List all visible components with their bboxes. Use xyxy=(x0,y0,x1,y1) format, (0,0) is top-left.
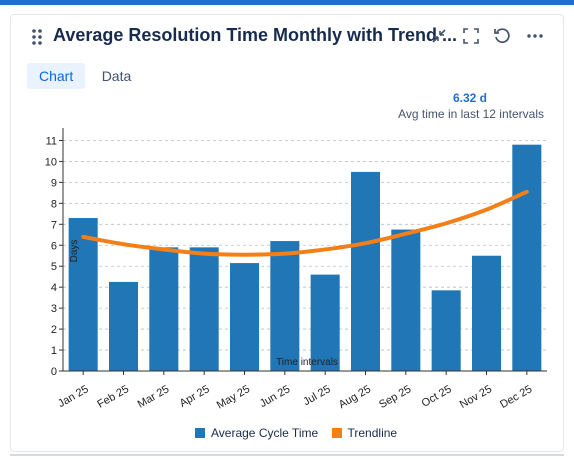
legend-swatch-trendline xyxy=(331,428,342,438)
bottom-divider xyxy=(10,454,564,456)
summary-value: 6.32 d xyxy=(452,91,487,105)
card-title: Average Resolution Time Monthly with Tre… xyxy=(53,25,458,45)
x-tick-label: May 25 xyxy=(215,383,252,411)
y-tick-label: 1 xyxy=(51,345,57,357)
tab-data[interactable]: Data xyxy=(101,68,132,84)
chart-legend: Average Cycle Time Trendline xyxy=(195,426,407,442)
bar[interactable] xyxy=(108,281,139,371)
bar[interactable] xyxy=(68,218,98,371)
refresh-icon[interactable] xyxy=(492,26,512,46)
x-tick-label: Jul 25 xyxy=(301,383,332,408)
y-tick-label: 2 xyxy=(51,324,57,336)
drag-handle-icon[interactable] xyxy=(31,28,43,46)
x-axis-title: Time intervals xyxy=(276,357,338,368)
bar[interactable] xyxy=(270,241,300,371)
x-tick-label: Jun 25 xyxy=(258,383,293,410)
y-tick-label: 7 xyxy=(51,219,57,231)
y-tick-label: 6 xyxy=(51,240,57,252)
y-tick-label: 11 xyxy=(46,135,57,147)
y-tick-label: 8 xyxy=(51,198,57,210)
collapse-icon[interactable] xyxy=(429,26,449,46)
bar[interactable] xyxy=(229,263,260,371)
y-tick-label: 3 xyxy=(51,303,57,315)
x-tick-label: Feb 25 xyxy=(95,383,131,411)
legend-item-trendline[interactable]: Trendline xyxy=(331,426,398,440)
y-tick-label: 0 xyxy=(51,366,57,378)
top-accent-bar xyxy=(0,0,574,5)
x-tick-label: Sep 25 xyxy=(377,383,413,411)
x-tick-label: Jan 25 xyxy=(56,383,91,410)
summary-label: Avg time in last 12 intervals xyxy=(398,107,544,121)
x-tick-label: Nov 25 xyxy=(458,383,494,411)
legend-item-bars[interactable]: Average Cycle Time xyxy=(195,426,318,440)
x-tick-label: Oct 25 xyxy=(420,383,454,410)
y-tick-label: 9 xyxy=(51,177,57,189)
x-tick-label: Aug 25 xyxy=(337,383,373,411)
x-tick-label: Dec 25 xyxy=(498,383,534,411)
y-tick-label: 4 xyxy=(51,282,57,294)
x-tick-label: Mar 25 xyxy=(136,383,172,411)
bar[interactable] xyxy=(149,247,179,371)
bar[interactable] xyxy=(189,247,219,371)
fullscreen-icon[interactable] xyxy=(461,26,481,46)
more-icon[interactable] xyxy=(525,26,545,46)
bar[interactable] xyxy=(391,229,421,371)
y-axis-title: Days xyxy=(69,240,80,263)
chart-card: Average Resolution Time Monthly with Tre… xyxy=(10,14,564,452)
x-tick-label: Apr 25 xyxy=(178,383,212,410)
view-tabs: Chart Data xyxy=(27,63,143,89)
legend-swatch-bars xyxy=(195,428,205,438)
legend-label-bars: Average Cycle Time xyxy=(211,426,319,440)
bar[interactable] xyxy=(431,290,461,371)
chart-area: 0 1 2 3 4 5 6 7 8 9 10 11 Jan 25 Feb 25 Mar 25 Apr 25 Ma… xyxy=(45,128,547,412)
legend-label-trendline: Trendline xyxy=(347,426,398,440)
tab-chart[interactable]: Chart xyxy=(27,63,86,89)
bar[interactable] xyxy=(350,171,381,371)
bar[interactable] xyxy=(512,144,542,371)
trendline xyxy=(81,189,529,257)
y-tick-label: 5 xyxy=(51,261,57,273)
y-tick-label: 10 xyxy=(45,156,57,168)
bar[interactable] xyxy=(310,274,340,371)
card-header: Average Resolution Time Monthly with Tre… xyxy=(11,15,563,59)
bar[interactable] xyxy=(471,255,502,371)
